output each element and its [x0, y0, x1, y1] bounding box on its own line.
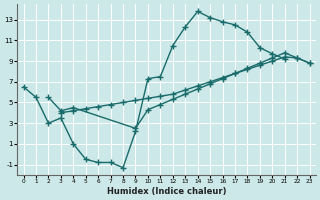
- X-axis label: Humidex (Indice chaleur): Humidex (Indice chaleur): [107, 187, 226, 196]
